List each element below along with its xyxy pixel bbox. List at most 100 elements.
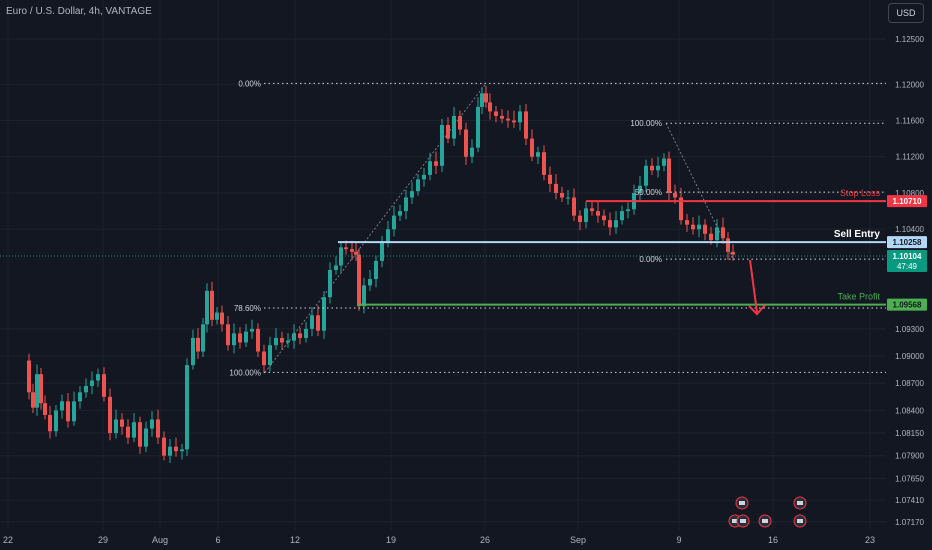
candle-body <box>84 385 88 393</box>
candle-body <box>703 224 707 234</box>
candle-body <box>362 285 366 307</box>
candle-body <box>226 324 230 346</box>
candle-body <box>464 129 468 157</box>
candle-body <box>54 410 58 432</box>
candle-body <box>90 380 94 386</box>
candle-body <box>673 192 677 198</box>
candle-body <box>286 340 290 343</box>
candle-body <box>721 227 725 239</box>
candle-body <box>602 215 606 221</box>
sell-arrow-head <box>748 304 766 316</box>
candle-body <box>691 224 695 230</box>
candle-body <box>434 161 438 166</box>
candle-body <box>536 152 540 157</box>
price-tick-label: 1.08400 <box>895 406 924 415</box>
candle-body <box>304 328 308 338</box>
candle-body <box>78 392 82 402</box>
candle-body <box>398 211 402 216</box>
candle-body <box>334 265 338 270</box>
price-tick-label: 1.10800 <box>895 189 924 198</box>
price-tick-label: 1.11600 <box>896 116 925 125</box>
candle-body <box>357 254 361 307</box>
candle-body <box>191 337 195 366</box>
candle-body <box>506 118 510 121</box>
candle-body <box>542 152 546 175</box>
price-tick-label: 1.09300 <box>895 325 924 334</box>
candle-body <box>126 426 130 438</box>
candle-body <box>156 419 160 438</box>
price-tick-label: 1.08700 <box>895 379 924 388</box>
current-price-badge-bg <box>887 250 927 273</box>
candle-body <box>220 312 224 325</box>
candle-body <box>274 337 278 346</box>
candle-body <box>608 220 612 228</box>
candle-body <box>726 238 730 252</box>
candle-body <box>638 185 642 193</box>
candle-body <box>500 115 504 119</box>
symbol-title: Euro / U.S. Dollar, 4h, VANTAGE <box>6 6 152 17</box>
date-tick-label: 6 <box>215 535 220 545</box>
flag-icon <box>739 501 745 505</box>
date-tick-label: 16 <box>768 535 778 545</box>
candle-body <box>578 215 582 222</box>
candle-body <box>185 365 189 450</box>
candle-body <box>262 351 266 366</box>
candle-body <box>590 208 594 212</box>
stop-loss-text: Stop Loss <box>840 188 881 198</box>
candle-body <box>572 197 576 216</box>
candle-body <box>162 437 166 456</box>
candle-body <box>39 374 43 404</box>
candle-body <box>685 220 689 225</box>
price-tick-label: 1.07650 <box>895 474 924 483</box>
candle-body <box>620 211 624 221</box>
candle-body <box>662 158 666 166</box>
price-tick-label: 1.09000 <box>895 352 924 361</box>
candle-body <box>560 192 564 198</box>
candle-body <box>238 333 242 343</box>
price-tick-label: 1.07410 <box>895 496 924 505</box>
candle-body <box>138 422 142 447</box>
candle-body <box>667 158 671 193</box>
current-price-badge-countdown: 47:49 <box>897 262 918 271</box>
candle-body <box>626 209 630 212</box>
candle-body <box>350 249 354 252</box>
take-profit-price-badge-bg <box>887 298 927 311</box>
candle-body <box>60 401 64 411</box>
date-tick-label: 23 <box>865 535 875 545</box>
date-tick-label: Aug <box>152 535 168 545</box>
candle-body <box>96 374 100 381</box>
candle-body <box>374 260 378 280</box>
take-profit-price-badge: 1.09568 <box>893 301 922 310</box>
candle-body <box>328 269 332 298</box>
candle-body <box>488 102 492 112</box>
candle-body <box>548 174 552 184</box>
candle-body <box>386 229 390 243</box>
fib-level-label: 100.00% <box>229 368 261 377</box>
candle-body <box>72 401 76 422</box>
candle-body <box>614 220 618 228</box>
candle-body <box>244 331 248 343</box>
candle-body <box>174 446 178 452</box>
candle-body <box>256 328 260 352</box>
candle-body <box>108 396 112 434</box>
price-tick-label: 1.11200 <box>896 153 925 162</box>
candle-body <box>512 120 516 123</box>
candle-body <box>339 247 343 266</box>
price-tick-label: 1.12500 <box>895 35 924 44</box>
candle-body <box>210 290 214 320</box>
candle-body <box>196 337 200 352</box>
current-price-badge: 1.10104 <box>893 252 922 261</box>
currency-button[interactable]: USD <box>888 3 924 23</box>
candle-body <box>292 333 296 341</box>
fib-trend-line-1 <box>264 83 487 373</box>
candle-body <box>392 215 396 230</box>
candle-body <box>368 279 372 286</box>
sell-entry-price-badge: 1.10258 <box>893 238 922 247</box>
candle-body <box>458 115 462 130</box>
candle-body <box>656 165 660 171</box>
candle-body <box>480 93 484 107</box>
sell-entry-text: Sell Entry <box>834 229 881 240</box>
date-tick-label: 22 <box>3 535 13 545</box>
